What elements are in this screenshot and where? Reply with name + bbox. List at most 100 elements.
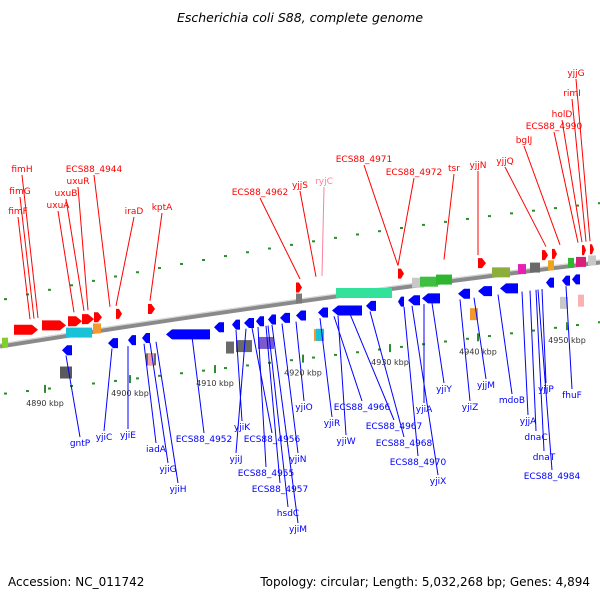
gene-label-bottom[interactable]: iadA <box>146 445 167 455</box>
reverse-gene-arrow <box>128 335 136 346</box>
label-leader-line <box>521 291 529 416</box>
gene-label-bottom[interactable]: yjiC <box>96 433 113 443</box>
scale-dot <box>378 348 381 351</box>
gene-label-top[interactable]: bglJ <box>516 136 533 146</box>
gene-label-top[interactable]: ECS88_4990 <box>526 122 583 132</box>
label-leader-line <box>77 186 89 311</box>
gene-label-top[interactable]: iraD <box>125 207 144 217</box>
gene-label-top[interactable]: uxuB <box>55 189 78 199</box>
gene-label-bottom[interactable]: yjiH <box>169 485 186 495</box>
feature-block <box>560 296 568 309</box>
scale-dot <box>246 251 249 254</box>
label-leader-line <box>17 216 31 320</box>
label-leader-line <box>115 216 135 306</box>
gene-label-bottom[interactable]: yjjA <box>520 417 537 427</box>
scale-dot <box>532 329 535 332</box>
reverse-gene-arrow <box>256 316 264 327</box>
gene-label-bottom[interactable]: ECS88_4970 <box>390 458 447 468</box>
kbp-label: 4890 kbp <box>26 399 64 408</box>
kbp-tick <box>389 344 391 353</box>
gene-label-top[interactable]: tsr <box>448 164 460 174</box>
gene-label-top[interactable]: ECS88_4971 <box>336 155 393 165</box>
reverse-gene-arrow <box>422 293 440 304</box>
gene-label-top[interactable]: ryjC <box>315 177 333 187</box>
gene-label-bottom[interactable]: ECS88_4955 <box>238 469 295 479</box>
kbp-tick <box>477 333 479 342</box>
gene-label-bottom[interactable]: yjiW <box>336 437 355 447</box>
kbp-tick <box>129 375 131 384</box>
gene-label-bottom[interactable]: ECS88_4956 <box>244 435 301 445</box>
label-leader-line <box>65 355 81 438</box>
gene-label-top[interactable]: yjjQ <box>496 157 513 167</box>
label-leader-line <box>93 174 111 307</box>
label-leader-line <box>411 305 439 476</box>
gene-label-top[interactable]: fimF <box>8 207 28 217</box>
gene-label-bottom[interactable]: ECS88_4952 <box>176 435 233 445</box>
gene-label-top[interactable]: rimI <box>563 89 581 99</box>
feature-track <box>2 244 596 379</box>
gene-label-top[interactable]: kptA <box>152 203 173 213</box>
gene-label-bottom[interactable]: hsdC <box>277 509 299 519</box>
gene-label-top[interactable]: holD <box>552 110 573 120</box>
gene-label-bottom[interactable]: yjiK <box>234 423 251 433</box>
label-leader-line <box>321 186 325 276</box>
label-leader-line <box>155 341 179 484</box>
gene-label-top[interactable]: ECS88_4962 <box>232 188 289 198</box>
label-leader-line <box>565 286 573 390</box>
gene-label-bottom[interactable]: mdoB <box>499 396 525 406</box>
gene-label-bottom[interactable]: yjiN <box>289 455 306 465</box>
label-leader-line <box>403 306 419 457</box>
feature-block <box>530 262 540 273</box>
gene-label-bottom[interactable]: yjiO <box>295 403 312 413</box>
gene-label-bottom[interactable]: ECS88_4984 <box>524 472 581 482</box>
label-leader-line <box>369 311 405 438</box>
gene-label-bottom[interactable]: yjiJ <box>230 455 243 465</box>
gene-label-top[interactable]: ECS88_4944 <box>66 165 123 175</box>
gene-label-bottom[interactable]: ECS88_4968 <box>376 439 433 449</box>
gene-label-bottom[interactable]: yjiR <box>324 419 341 429</box>
gene-label-bottom[interactable]: yjjP <box>538 385 554 395</box>
gene-label-bottom[interactable]: fhuF <box>562 391 582 401</box>
gene-label-bottom[interactable]: ECS88_4966 <box>334 403 391 413</box>
gene-label-bottom[interactable]: dnaC <box>524 433 547 443</box>
gene-label-bottom[interactable]: yjiX <box>430 477 447 487</box>
scale-dot <box>598 202 600 205</box>
forward-gene-arrow <box>590 244 594 255</box>
gene-label-top[interactable]: yjjG <box>567 69 584 79</box>
scale-dot <box>356 351 359 354</box>
scale-dot <box>466 217 469 220</box>
gene-label-bottom[interactable]: yjiG <box>159 465 176 475</box>
gene-label-bottom[interactable]: dnaT <box>533 453 556 463</box>
gene-label-top[interactable]: fimG <box>9 187 30 197</box>
gene-label-bottom[interactable]: yjiY <box>436 385 452 395</box>
kbp-tick <box>44 384 46 393</box>
label-leader-line <box>65 198 85 311</box>
feature-block <box>296 293 302 304</box>
gene-label-bottom[interactable]: yjiE <box>120 431 136 441</box>
gene-label-bottom[interactable]: yjiM <box>289 525 307 535</box>
gene-label-top[interactable]: uxuR <box>67 177 90 187</box>
gene-label-bottom[interactable]: gntP <box>70 439 91 449</box>
label-leader-line <box>459 299 471 402</box>
feature-block <box>436 274 452 285</box>
label-leader-line <box>397 177 415 266</box>
forward-gene-arrow <box>542 250 548 261</box>
gene-label-top[interactable]: uxuA <box>47 201 71 211</box>
label-leader-line <box>295 321 305 402</box>
scale-dot <box>488 335 491 338</box>
label-leader-line <box>267 325 289 508</box>
gene-label-top[interactable]: fimH <box>11 165 32 175</box>
label-leader-line <box>575 78 591 242</box>
gene-label-bottom[interactable]: yjiA <box>416 405 433 415</box>
scale-dot <box>290 359 293 362</box>
gene-label-bottom[interactable]: ECS88_4957 <box>252 485 309 495</box>
gene-label-top[interactable]: yjjN <box>469 161 486 171</box>
gene-label-bottom[interactable]: ECS88_4967 <box>366 422 423 432</box>
gene-label-top[interactable]: yjjS <box>292 181 308 191</box>
gene-label-bottom[interactable]: yjjM <box>477 381 495 391</box>
feature-block <box>336 288 392 299</box>
gene-label-top[interactable]: ECS88_4972 <box>386 168 443 178</box>
forward-gene-arrow <box>148 304 155 315</box>
gene-label-bottom[interactable]: yjiZ <box>462 403 479 413</box>
